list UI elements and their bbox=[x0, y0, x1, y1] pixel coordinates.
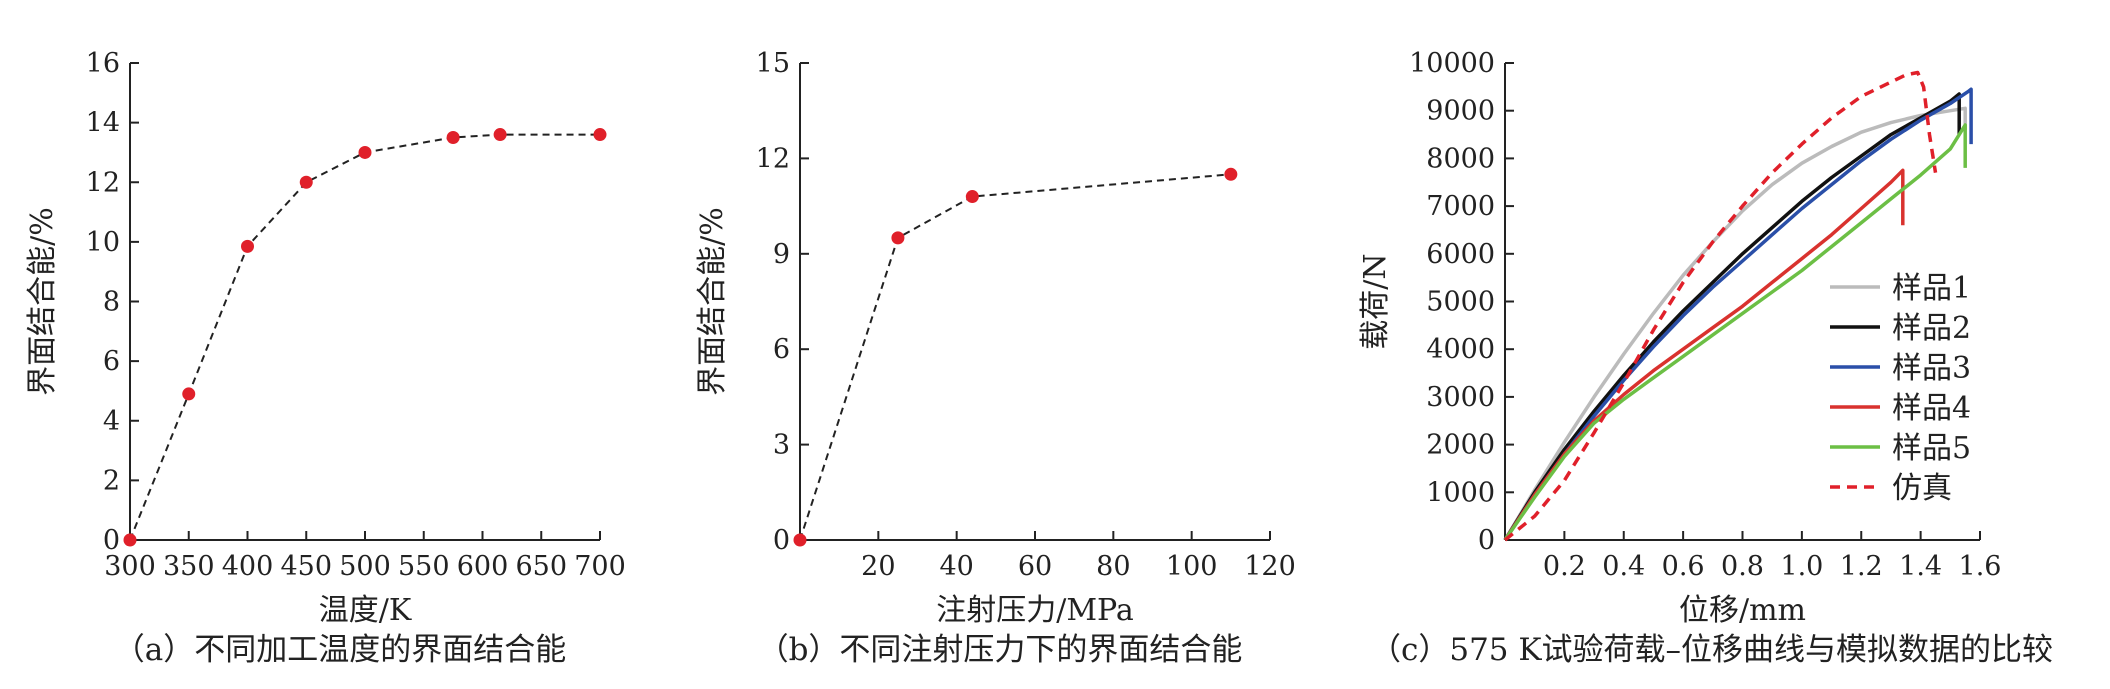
x-tick-label: 120 bbox=[1244, 551, 1296, 582]
y-tick-label: 12 bbox=[756, 143, 790, 174]
series-line bbox=[129, 133, 600, 541]
data-point bbox=[793, 533, 807, 547]
data-point bbox=[593, 128, 607, 142]
y-axis-label: 界面结合能/% bbox=[25, 207, 60, 396]
y-tick-label: 6 bbox=[103, 346, 120, 377]
y-tick-label: 6 bbox=[773, 334, 790, 365]
x-tick-label: 700 bbox=[574, 551, 626, 582]
series-line-4 bbox=[1503, 168, 1905, 541]
x-tick-label: 650 bbox=[515, 551, 567, 582]
chart-panel-1: 0 2 4 6 8 10 12 14 16 300 350 400 450 500 550 600 650 700… bbox=[25, 48, 626, 668]
data-point bbox=[241, 239, 254, 253]
y-tick-label: 4000 bbox=[1426, 334, 1495, 365]
data-point bbox=[965, 190, 979, 204]
x-tick-label: 0.4 bbox=[1602, 551, 1645, 582]
y-tick-label: 14 bbox=[86, 108, 120, 139]
y-tick-label: 6000 bbox=[1426, 239, 1495, 270]
x-tick-label: 500 bbox=[339, 551, 391, 582]
data-point bbox=[1224, 167, 1238, 181]
x-axis-label: 温度/K bbox=[319, 593, 412, 628]
y-tick-label: 3 bbox=[773, 430, 790, 461]
y-tick-label: 8 bbox=[103, 287, 120, 318]
y-tick-label: 4 bbox=[103, 406, 120, 437]
y-tick-label: 1000 bbox=[1426, 477, 1495, 508]
data-point bbox=[182, 387, 196, 401]
y-tick-label: 8000 bbox=[1426, 143, 1495, 174]
legend-label-2: 样品2 bbox=[1892, 311, 1971, 346]
x-tick-label: 400 bbox=[222, 551, 274, 582]
data-point bbox=[299, 175, 313, 189]
legend-label-6: 仿真 bbox=[1892, 471, 1952, 506]
series-line-3 bbox=[1503, 87, 1973, 541]
y-tick-label: 3000 bbox=[1426, 382, 1495, 413]
x-tick-label: 0.8 bbox=[1721, 551, 1764, 582]
x-tick-label: 1.2 bbox=[1840, 551, 1883, 582]
y-axis-label: 载荷/N bbox=[1358, 253, 1393, 349]
legend-label-4: 样品4 bbox=[1892, 391, 1971, 426]
y-tick-label: 16 bbox=[86, 48, 120, 79]
panel-caption: （a）不同加工温度的界面结合能 bbox=[114, 632, 566, 668]
y-tick-label: 10000 bbox=[1409, 48, 1495, 79]
data-point bbox=[358, 145, 372, 159]
y-tick-label: 12 bbox=[86, 167, 120, 198]
x-tick-label: 1.4 bbox=[1899, 551, 1942, 582]
data-point bbox=[446, 131, 460, 145]
y-tick-label: 2000 bbox=[1426, 430, 1495, 461]
series-line-5 bbox=[1503, 123, 1967, 541]
x-tick-label: 1.6 bbox=[1959, 551, 2002, 582]
x-axis-label: 位移/mm bbox=[1679, 593, 1806, 628]
x-tick-label: 80 bbox=[1096, 551, 1130, 582]
series-line bbox=[799, 173, 1231, 541]
legend-label-3: 样品3 bbox=[1892, 351, 1971, 386]
x-tick-label: 550 bbox=[398, 551, 450, 582]
x-tick-label: 450 bbox=[280, 551, 332, 582]
x-tick-label: 0.2 bbox=[1543, 551, 1586, 582]
y-tick-label: 5000 bbox=[1426, 287, 1495, 318]
legend-label-1: 样品1 bbox=[1892, 271, 1971, 306]
y-tick-label: 0 bbox=[773, 525, 790, 556]
y-tick-label: 0 bbox=[1478, 525, 1495, 556]
x-tick-label: 1.0 bbox=[1780, 551, 1823, 582]
y-tick-label: 0 bbox=[103, 525, 120, 556]
y-tick-label: 15 bbox=[756, 48, 790, 79]
x-tick-label: 300 bbox=[104, 551, 156, 582]
y-axis-label: 界面结合能/% bbox=[695, 207, 730, 396]
y-tick-label: 2 bbox=[103, 465, 120, 496]
x-tick-label: 40 bbox=[939, 551, 973, 582]
x-tick-label: 600 bbox=[457, 551, 509, 582]
chart-panel-3: 0 1000 2000 3000 4000 5000 6000 7000 8000 9000 100… bbox=[1358, 48, 2053, 668]
x-tick-label: 20 bbox=[861, 551, 895, 582]
y-tick-label: 9 bbox=[773, 239, 790, 270]
panel-caption: （b）不同注射压力下的界面结合能 bbox=[758, 632, 1243, 668]
y-tick-label: 7000 bbox=[1426, 191, 1495, 222]
x-tick-label: 350 bbox=[163, 551, 215, 582]
data-point bbox=[123, 533, 137, 547]
data-point bbox=[493, 128, 507, 142]
data-point bbox=[891, 231, 905, 245]
x-tick-label: 0.6 bbox=[1662, 551, 1705, 582]
series-line-2 bbox=[1503, 92, 1961, 541]
panel-caption: （c）575 K试验荷载–位移曲线与模拟数据的比较 bbox=[1370, 632, 2053, 668]
x-axis-label: 注射压力/MPa bbox=[936, 593, 1134, 628]
chart-panel-2: 0 3 6 9 12 15 20 40 60 80 100 120 注射压力/MPa 界面结合能/% （b）… bbox=[695, 48, 1296, 668]
y-tick-label: 9000 bbox=[1426, 96, 1495, 127]
y-tick-label: 10 bbox=[86, 227, 120, 258]
x-tick-label: 60 bbox=[1018, 551, 1052, 582]
series-line-6 bbox=[1503, 70, 1938, 542]
legend-label-5: 样品5 bbox=[1892, 431, 1971, 466]
x-tick-label: 100 bbox=[1166, 551, 1218, 582]
